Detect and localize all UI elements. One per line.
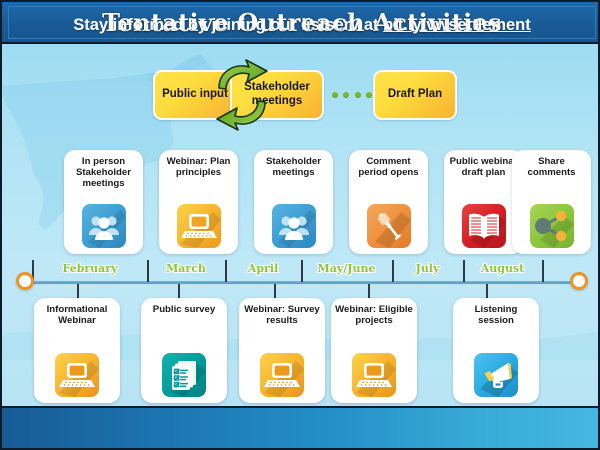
timeline-month-august: August [480,262,525,275]
people-group-icon [81,204,126,248]
timeline-tick [32,260,34,282]
people-group-icon [271,204,316,248]
activity-card-label: Share comments [527,156,576,179]
timeline-end-marker [570,272,588,290]
laptop-icon [176,204,221,248]
timeline-tick [225,260,227,282]
timeline-tick [368,284,370,300]
activity-card-public-survey[interactable]: Public survey [141,298,227,403]
timeline-month-may-june: May/June [317,262,376,275]
megaphone-microphone-icon [366,204,411,248]
timeline-month-february: February [62,262,118,275]
timeline-month-april: April [247,262,279,275]
activity-card-comment-period-opens[interactable]: Comment period opens [349,150,428,254]
footer-text-lead: Stay informed by joining our listserv at [73,16,384,34]
activity-card-label: Public survey [152,304,216,315]
circular-arrows-icon [216,59,268,131]
activity-card-in-person-stakeholder-meetings[interactable]: In person Stakeholder meetings [64,150,143,254]
activity-card-listening-session[interactable]: Listening session [453,298,539,403]
timeline-start-marker [16,272,34,290]
timeline-tick [178,284,180,300]
activity-card-webinar-survey-results[interactable]: Webinar: Survey results [239,298,325,403]
timeline-tick [274,284,276,300]
timeline-axis [28,281,576,284]
flow-box-public-input: Public input [153,70,237,120]
flow-box-draft-plan: Draft Plan [373,70,457,120]
activity-card-label: Informational Webinar [46,304,108,327]
checklist-icon [162,353,206,397]
activity-card-label: Public webinar draft plan [449,156,518,179]
activity-card-share-comments[interactable]: Share comments [512,150,591,254]
activity-card-label: Listening session [474,304,518,327]
timeline-tick [486,284,488,300]
activity-card-label: Webinar: Survey results [244,304,320,327]
timeline-month-march: March [166,262,206,275]
activity-card-informational-webinar[interactable]: Informational Webinar [34,298,120,403]
activity-card-webinar-eligible-projects[interactable]: Webinar: Eligible projects [331,298,417,403]
timeline-tick [542,260,544,282]
header-inner-border [8,6,596,39]
poster-header [2,2,598,44]
timeline-month-july: July [415,262,440,275]
timeline-tick [392,260,394,282]
flow-box-stakeholder-meetings: Stakeholder meetings [230,70,324,120]
connector-dots [332,90,372,100]
timeline-tick [301,260,303,282]
activity-card-label: In person Stakeholder meetings [76,156,131,190]
laptop-icon [55,353,99,397]
megaphone-icon [474,353,518,397]
activity-card-public-webinar-draft-plan[interactable]: Public webinar draft plan [444,150,523,254]
activity-card-label: Webinar: Plan principles [166,156,231,179]
activity-card-label: Comment period opens [358,156,419,179]
poster-footer [2,406,598,448]
share-network-icon [529,204,574,248]
timeline-tick [463,260,465,282]
laptop-icon [352,353,396,397]
activity-card-stakeholder-meetings[interactable]: Stakeholder meetings [254,150,333,254]
footer-text: Stay informed by joining our listserv at… [2,2,598,48]
activity-card-webinar-plan-principles[interactable]: Webinar: Plan principles [159,150,238,254]
timeline-tick [77,284,79,300]
listserv-link[interactable]: bit.ly/vwsettlement [383,16,531,34]
activity-card-label: Stakeholder meetings [266,156,321,179]
open-book-icon [461,204,506,248]
laptop-icon [260,353,304,397]
page-title: Tentative Outreach Activities [102,8,502,37]
timeline-tick [147,260,149,282]
activity-card-label: Webinar: Eligible projects [335,304,413,327]
